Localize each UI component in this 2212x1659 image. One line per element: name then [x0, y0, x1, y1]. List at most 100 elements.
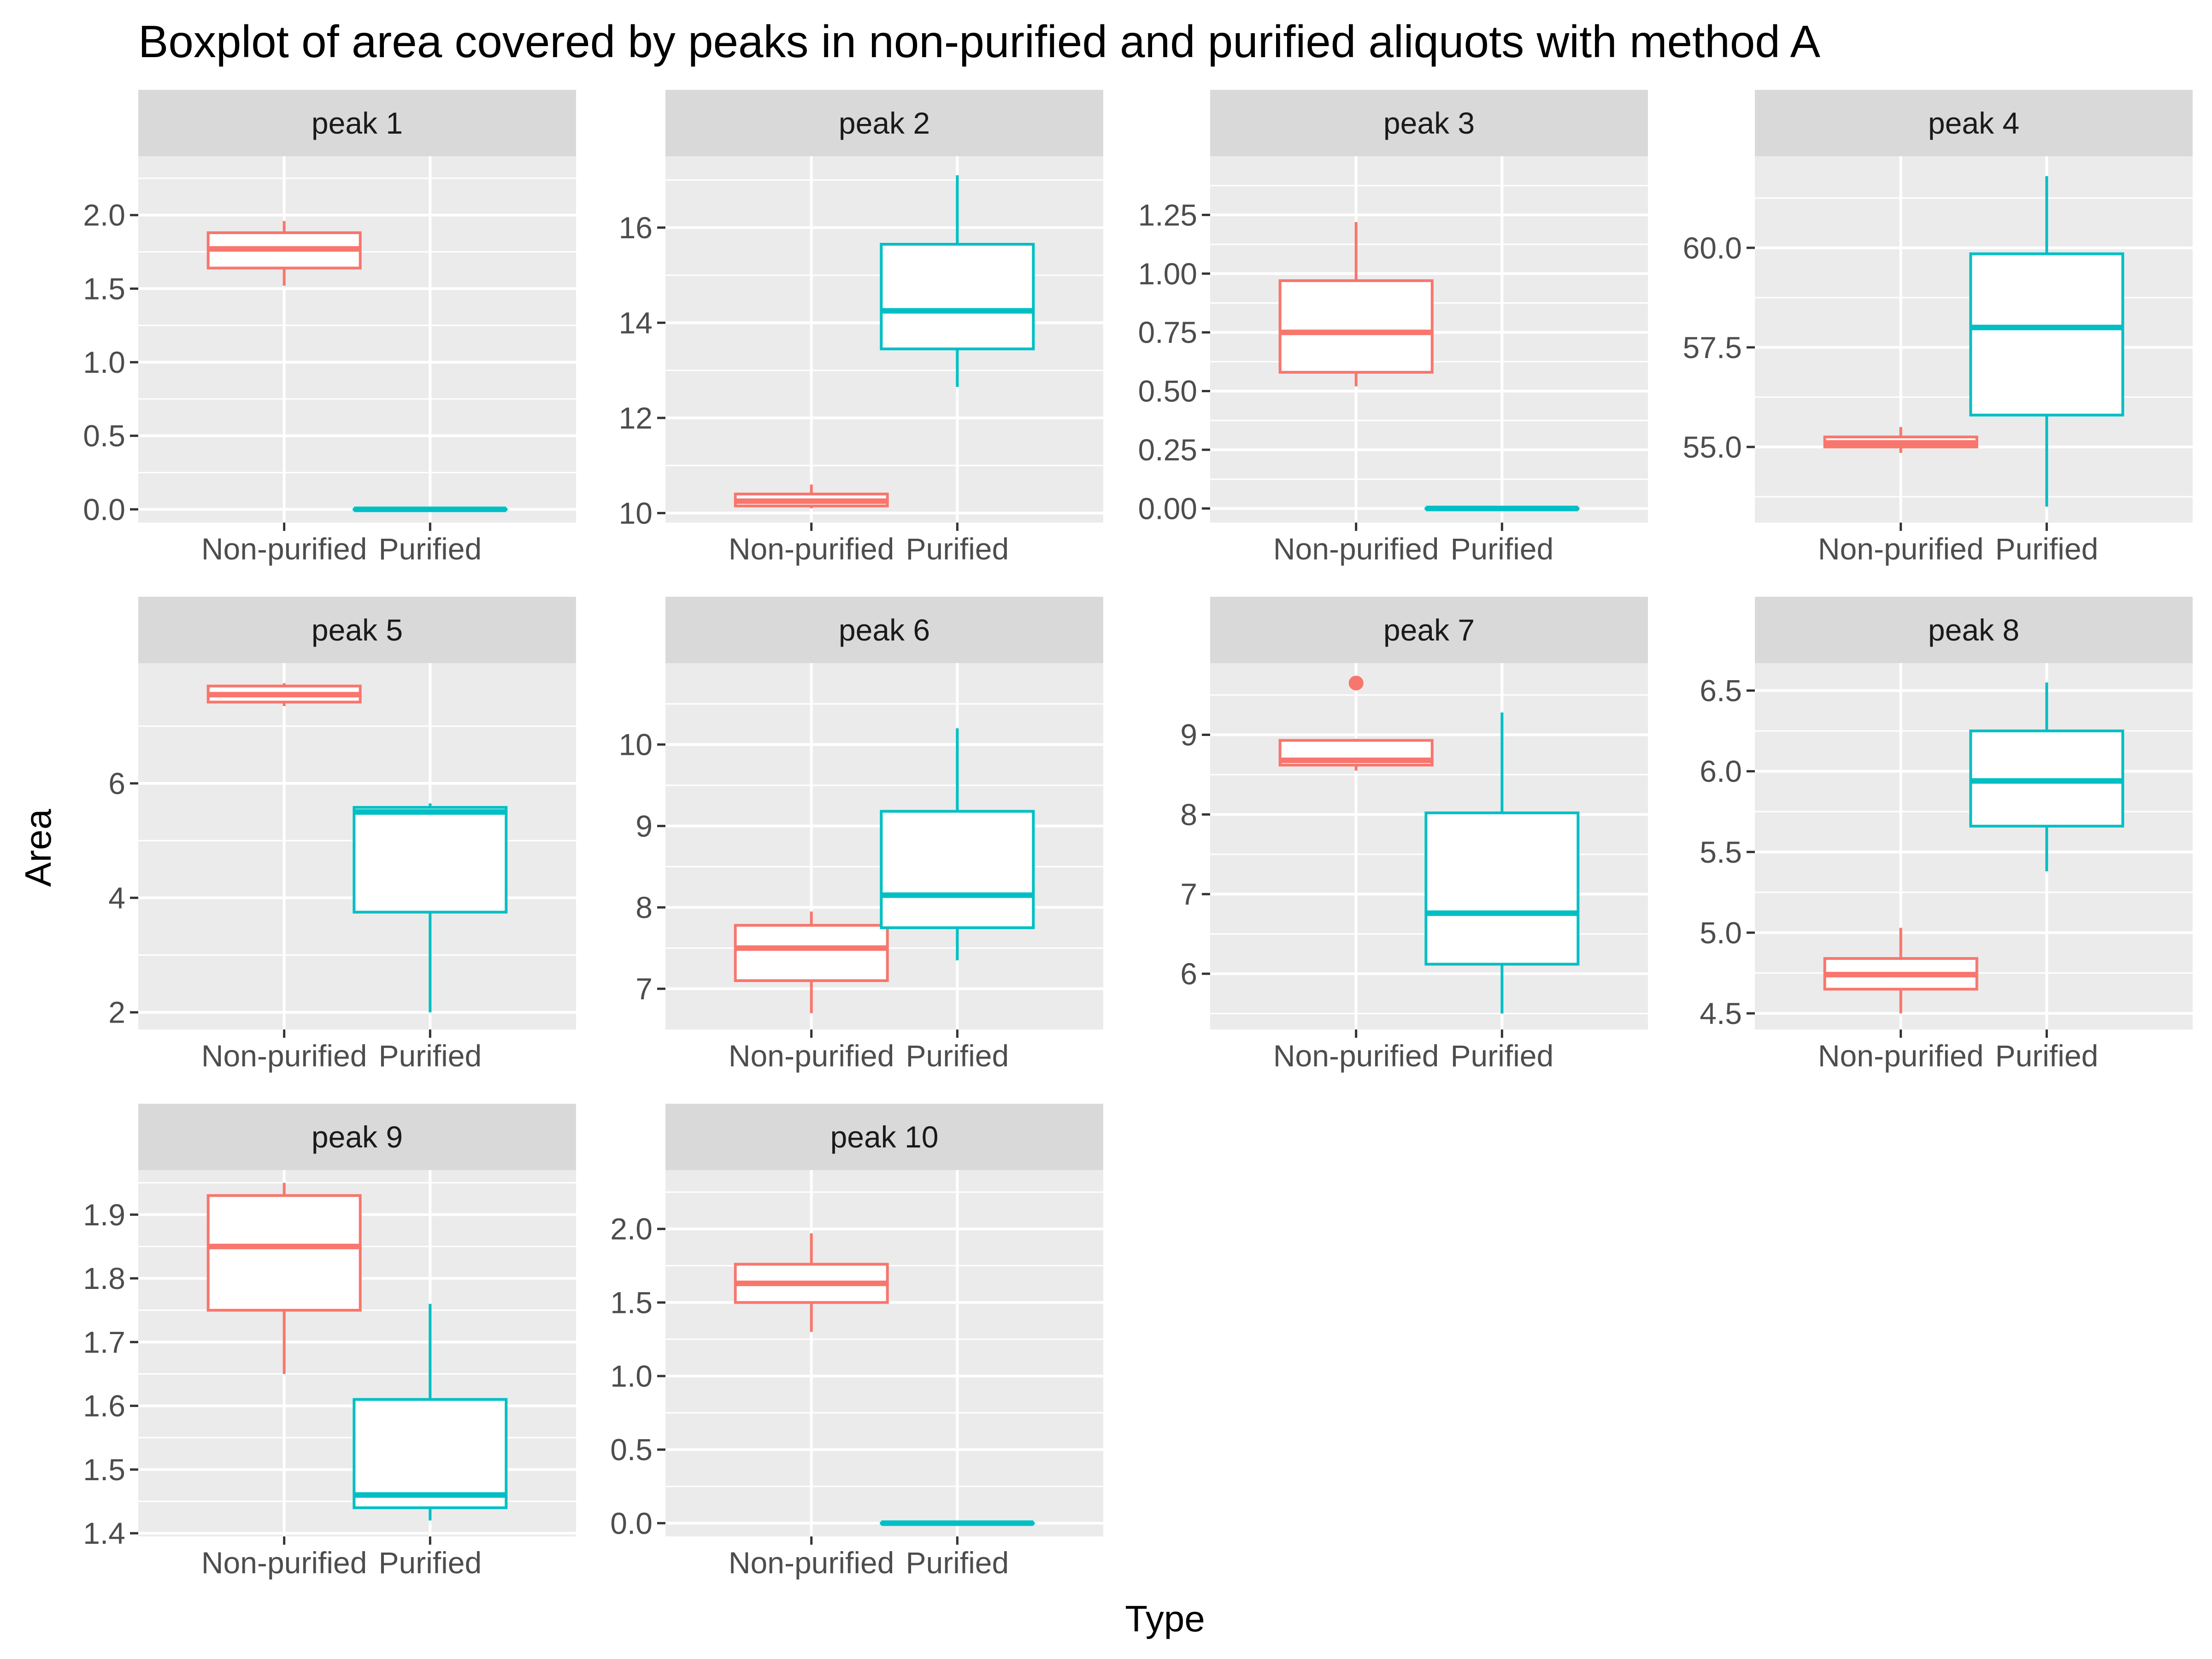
- facet-strip: [138, 597, 576, 663]
- iqr-box: [353, 806, 508, 914]
- y-tick-label: 2.0: [610, 1212, 653, 1246]
- facet-panel: peak 2 10 12 14 16 Non-purified Purified: [619, 90, 1103, 566]
- facet-panel: peak 5 2 4 6 Non-purified Purified: [108, 597, 576, 1073]
- x-tick-label: Purified: [1995, 532, 2098, 566]
- y-tick-label: 1.5: [610, 1285, 653, 1319]
- box-purified: [1424, 506, 1580, 512]
- facet-panel: peak 9 1.4 1.5 1.6 1.7 1.8 1.9 Non-purified Puri…: [83, 1104, 576, 1580]
- facet-panel: peak 1 0.0 0.5 1.0 1.5 2.0 Non-purified Purifie…: [83, 90, 576, 566]
- y-tick-label: 1.25: [1138, 198, 1197, 232]
- box-non-purified: [206, 1182, 362, 1374]
- facet-strip: [1755, 90, 2193, 156]
- y-tick-label: 6: [1180, 957, 1197, 991]
- facet-panel: peak 3 0.00 0.25 0.50 0.75 1.00 1.25 Non-purifi…: [1138, 90, 1648, 566]
- iqr-box: [880, 810, 1035, 930]
- y-tick-label: 57.5: [1683, 330, 1742, 365]
- y-tick-label: 5.0: [1700, 916, 1742, 950]
- y-tick-label: 8: [635, 890, 653, 924]
- facet-label: peak 7: [1383, 613, 1475, 647]
- y-tick-label: 6.0: [1700, 754, 1742, 788]
- box-non-purified: [1823, 928, 1978, 1013]
- y-tick-label: 4.5: [1700, 996, 1742, 1030]
- box-purified: [880, 1520, 1035, 1526]
- x-tick-label: Non-purified: [1818, 532, 1984, 566]
- y-tick-label: 1.4: [83, 1516, 125, 1550]
- y-tick-label: 7: [635, 972, 653, 1006]
- plot-panel: [138, 156, 576, 523]
- y-tick-label: 1.0: [610, 1359, 653, 1393]
- y-tick-label: 2.0: [83, 198, 125, 232]
- box-purified: [1969, 682, 2124, 871]
- y-tick-label: 5.5: [1700, 835, 1742, 869]
- facet-panel: peak 6 7 8 9 10 Non-purified Purified: [619, 597, 1103, 1073]
- iqr-box: [1424, 811, 1580, 966]
- facet-label: peak 5: [312, 613, 403, 647]
- y-tick-label: 6.5: [1700, 674, 1742, 708]
- box-non-purified: [734, 911, 889, 1013]
- y-tick-label: 7: [1180, 877, 1197, 911]
- box-purified: [1424, 712, 1580, 1014]
- x-tick-label: Purified: [906, 1039, 1009, 1073]
- x-tick-label: Purified: [378, 1546, 482, 1580]
- iqr-box: [206, 1194, 362, 1312]
- facet-label: peak 4: [1928, 106, 2019, 140]
- box-purified: [353, 506, 508, 512]
- facet-panel: peak 10 0.0 0.5 1.0 1.5 2.0 Non-purified Purifi…: [610, 1104, 1103, 1580]
- facet-label: peak 6: [839, 613, 930, 647]
- x-tick-label: Purified: [1450, 532, 1553, 566]
- y-tick-label: 6: [108, 766, 125, 800]
- y-tick-label: 8: [1180, 797, 1197, 831]
- y-tick-label: 1.6: [83, 1389, 125, 1423]
- x-tick-label: Non-purified: [201, 1546, 367, 1580]
- y-tick-label: 14: [619, 306, 653, 340]
- y-tick-label: 0.75: [1138, 315, 1197, 349]
- facet-label: peak 1: [312, 106, 403, 140]
- y-tick-label: 1.5: [83, 1453, 125, 1487]
- y-tick-label: 1.8: [83, 1261, 125, 1295]
- y-tick-label: 55.0: [1683, 430, 1742, 464]
- box-non-purified: [734, 1233, 889, 1332]
- facet-label: peak 2: [839, 106, 930, 140]
- x-tick-label: Non-purified: [1273, 532, 1439, 566]
- box-non-purified: [206, 683, 362, 706]
- plot-panel: [665, 1170, 1103, 1536]
- facet-strip: [665, 90, 1103, 156]
- y-tick-label: 1.9: [83, 1198, 125, 1232]
- facet-strip: [138, 1104, 576, 1170]
- chart-title: Boxplot of area covered by peaks in non-…: [138, 16, 1821, 67]
- x-tick-label: Non-purified: [1273, 1039, 1439, 1073]
- facet-panel: peak 4 55.0 57.5 60.0 Non-purified Purified: [1683, 90, 2193, 566]
- y-tick-label: 0.00: [1138, 491, 1197, 525]
- box-purified: [880, 175, 1035, 387]
- y-tick-label: 12: [619, 401, 653, 435]
- x-tick-label: Purified: [378, 532, 482, 566]
- y-tick-label: 9: [1180, 718, 1197, 752]
- x-tick-label: Purified: [906, 1546, 1009, 1580]
- box-purified: [353, 803, 508, 1012]
- y-tick-label: 1.0: [83, 345, 125, 379]
- facet-grid: peak 1 0.0 0.5 1.0 1.5 2.0 Non-purified Purifie…: [83, 90, 2193, 1580]
- y-tick-label: 10: [619, 728, 653, 762]
- iqr-box: [1969, 252, 2124, 417]
- facet-label: peak 3: [1383, 106, 1475, 140]
- outlier-point: [1348, 676, 1364, 691]
- facet-strip: [1755, 597, 2193, 663]
- iqr-box: [1278, 279, 1434, 374]
- x-tick-label: Purified: [1995, 1039, 2098, 1073]
- x-tick-label: Purified: [1450, 1039, 1553, 1073]
- y-tick-label: 2: [108, 995, 125, 1030]
- facet-strip: [665, 597, 1103, 663]
- box-non-purified: [1278, 676, 1434, 771]
- x-tick-label: Purified: [906, 532, 1009, 566]
- box-non-purified: [1823, 427, 1978, 453]
- facet-label: peak 10: [830, 1120, 939, 1154]
- y-tick-label: 0.0: [83, 492, 125, 526]
- facet-strip: [1210, 597, 1648, 663]
- box-non-purified: [1278, 222, 1434, 387]
- x-tick-label: Non-purified: [1818, 1039, 1984, 1073]
- facet-label: peak 8: [1928, 613, 2019, 647]
- x-tick-label: Non-purified: [729, 532, 894, 566]
- facet-panel: peak 8 4.5 5.0 5.5 6.0 6.5 Non-purified Purifie…: [1700, 597, 2193, 1073]
- box-non-purified: [734, 484, 889, 509]
